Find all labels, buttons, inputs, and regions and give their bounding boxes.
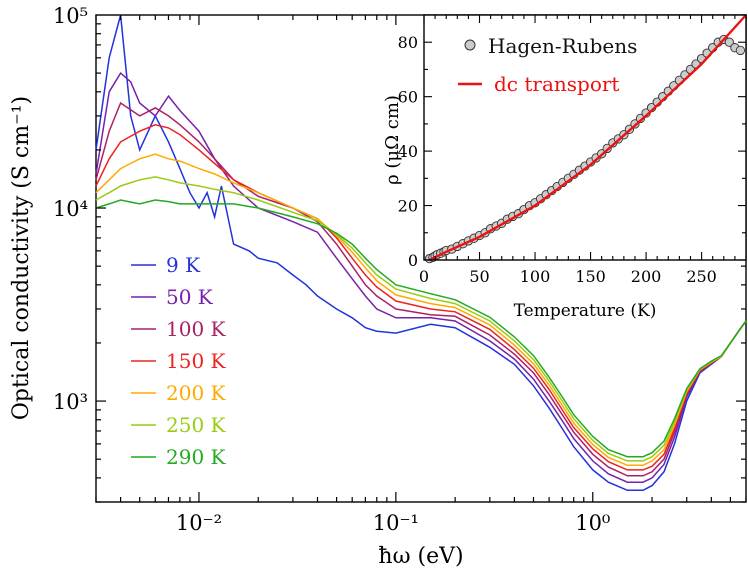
inset-y-axis: 0 20 40 60 80 (398, 14, 746, 270)
inset-plot-frame (423, 14, 747, 261)
legend-label: 200 K (166, 381, 227, 405)
legend-label: 50 K (166, 285, 214, 309)
inset-y-tick-label: 80 (398, 33, 418, 52)
series-line-200k (95, 153, 747, 467)
series-line-dc-transport (429, 14, 747, 262)
series-line-290k (95, 199, 747, 458)
legend-label: 250 K (166, 413, 227, 437)
inset-background (424, 15, 746, 260)
main-x-tick-label: 10⁻² (176, 511, 222, 535)
legend-label: 9 K (166, 253, 201, 277)
main-x-tick-label: 10⁰ (575, 511, 610, 535)
inset-y-tick-label: 20 (398, 197, 418, 216)
inset-series-group (424, 14, 747, 264)
inset-x-tick-label: 150 (575, 267, 606, 286)
inset-y-tick-label: 60 (398, 88, 418, 107)
series-line-50k (95, 71, 747, 483)
main-series-group (95, 14, 747, 492)
inset-x-tick-label: 100 (520, 267, 551, 286)
main-x-axis: 10⁻² 10⁻¹ 10⁰ (95, 15, 747, 535)
legend-label: 100 K (166, 317, 227, 341)
inset-x-tick-label: 0 (419, 267, 429, 286)
inset-legend-label-hagen-rubens: Hagen-Rubens (488, 34, 637, 58)
inset-y-tick-label: 0 (408, 251, 418, 270)
inset-x-axis: 0 50 100 150 200 250 (419, 15, 747, 286)
main-y-tick-label: 10³ (53, 390, 88, 414)
main-legend: 9 K 50 K 100 K 150 K 200 K 250 K 290 K (131, 253, 227, 469)
series-line-100k (95, 101, 747, 477)
main-x-axis-label: ħω (eV) (378, 544, 463, 569)
inset-chart: 0 50 100 150 200 250 0 20 40 60 80 Hagen-Rubens dc… (382, 14, 747, 321)
series-line-250k (95, 176, 747, 462)
inset-legend-marker-hagen-rubens (464, 39, 476, 51)
main-y-tick-label: 10⁴ (53, 197, 88, 221)
main-x-tick-label: 10⁻¹ (373, 511, 419, 535)
main-y-axis-label: Optical conductivity (S cm⁻¹) (9, 96, 34, 420)
inset-x-tick-label: 200 (631, 267, 662, 286)
scatter-point (735, 45, 746, 56)
inset-x-axis-label: Temperature (K) (514, 301, 657, 321)
legend-label: 150 K (166, 349, 227, 373)
main-y-axis: 10³ 10⁴ 10⁵ (53, 4, 746, 503)
scatter-point (724, 37, 734, 47)
inset-y-axis-label: ρ (μΩ cm) (382, 95, 403, 185)
series-line-150k (95, 124, 747, 471)
inset-legend: Hagen-Rubens dc transport (458, 34, 637, 96)
inset-legend-label-dc-transport: dc transport (494, 72, 619, 96)
inset-x-tick-label: 250 (686, 267, 717, 286)
main-y-tick-label: 10⁵ (53, 4, 88, 28)
inset-y-tick-label: 40 (398, 142, 418, 161)
inset-x-tick-label: 50 (469, 267, 489, 286)
legend-label: 290 K (166, 445, 227, 469)
